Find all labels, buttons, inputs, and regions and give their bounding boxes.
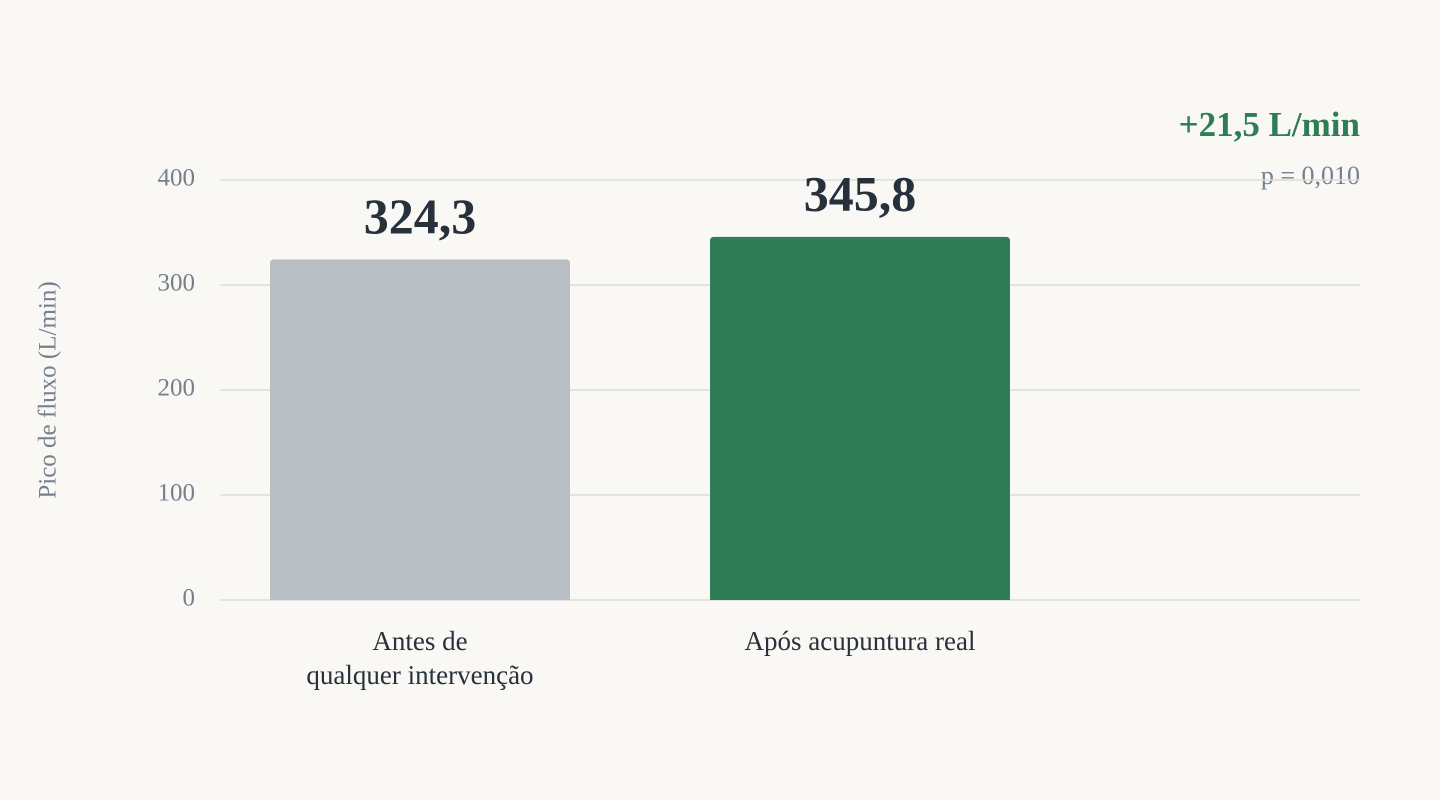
bar	[270, 259, 570, 600]
value-label: 345,8	[804, 165, 917, 221]
y-tick-label: 100	[158, 480, 196, 507]
difference-annotation: +21,5 L/min	[1179, 105, 1360, 144]
y-tick-label: 0	[183, 585, 196, 612]
x-tick-label: Após acupuntura real	[744, 626, 976, 656]
bar	[710, 236, 1010, 600]
y-axis-label: Pico de fluxo (L/min)	[35, 281, 62, 498]
p-value-annotation: p = 0,010	[1261, 161, 1360, 190]
x-tick-label: Antes de qualquer intervenção	[306, 626, 534, 690]
y-tick-label: 200	[158, 375, 196, 402]
y-tick-label: 300	[158, 270, 196, 297]
y-tick-label: 400	[158, 165, 196, 192]
value-label: 324,3	[364, 188, 477, 244]
